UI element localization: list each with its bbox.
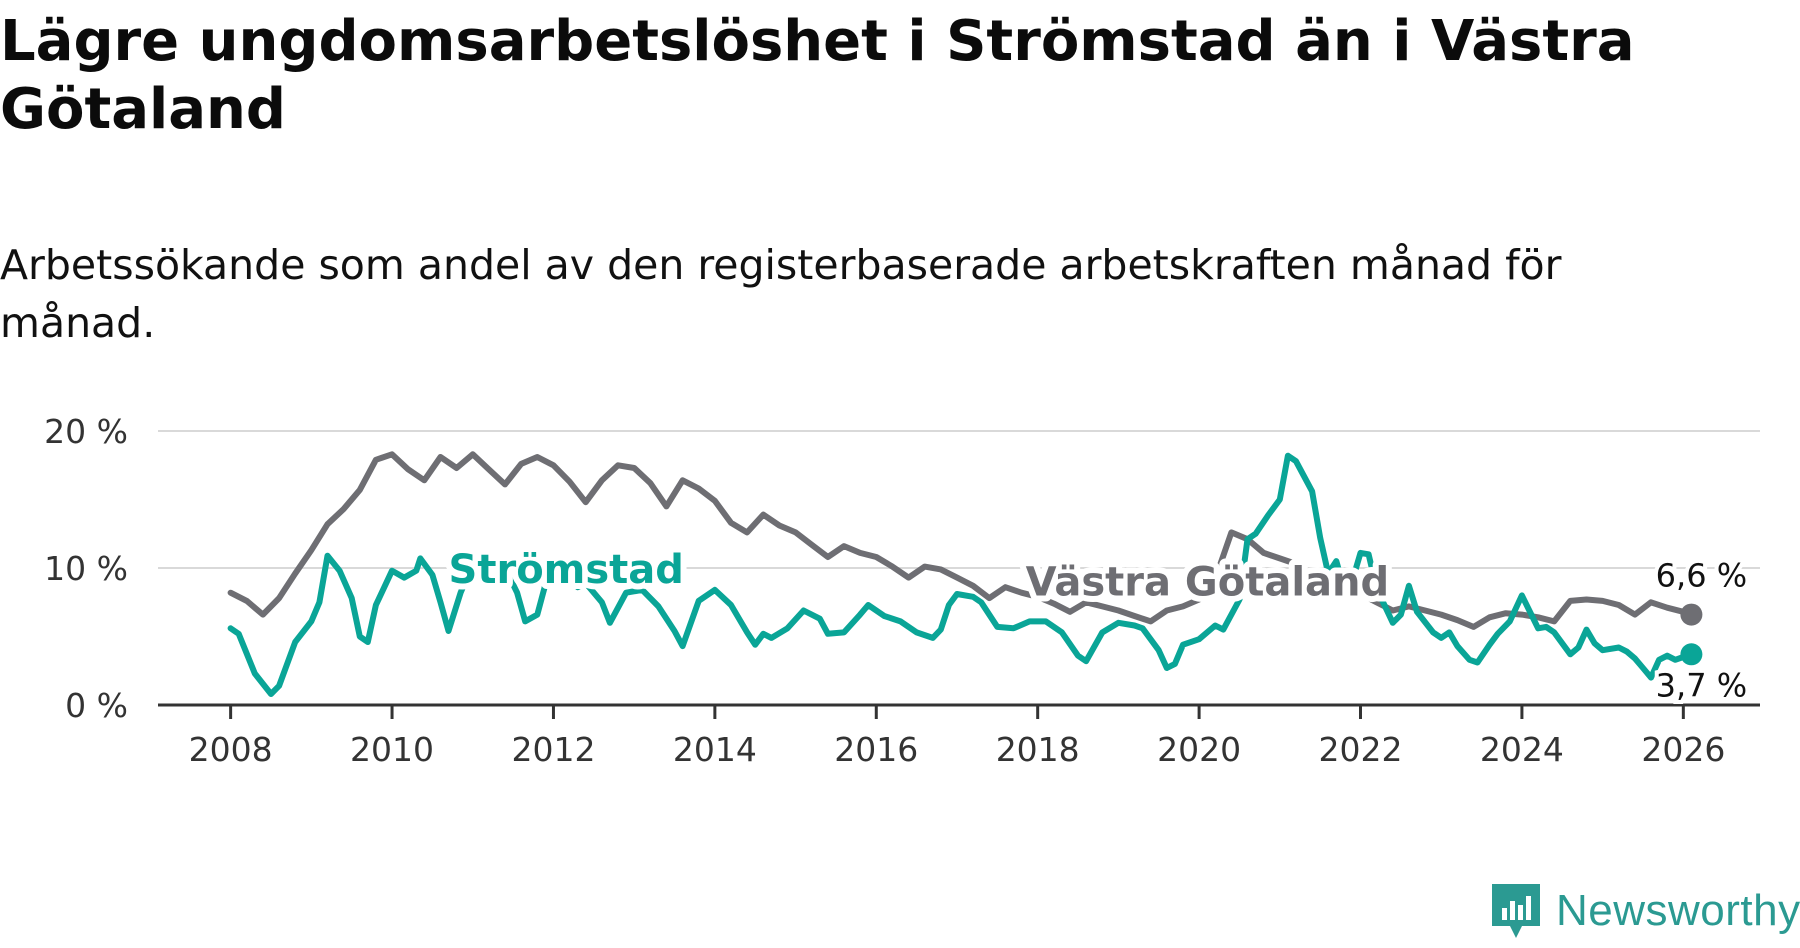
x-tick-label: 2016 xyxy=(834,730,918,769)
x-tick-label: 2022 xyxy=(1319,730,1403,769)
x-tick-label: 2020 xyxy=(1157,730,1241,769)
x-tick-label: 2018 xyxy=(996,730,1080,769)
newsworthy-icon xyxy=(1492,884,1540,938)
y-axis: 0 % 10 % 20 % xyxy=(44,412,128,725)
gridlines xyxy=(158,430,1760,569)
x-tick-label: 2008 xyxy=(189,730,273,769)
x-tick-label: 2014 xyxy=(673,730,757,769)
brand-logo[interactable]: Newsworthy xyxy=(1492,884,1800,938)
series-label-vastra-gotaland: Västra Götaland xyxy=(1026,559,1390,605)
series-line-vastra-gotaland xyxy=(227,451,1695,630)
chart-title: Lägre ungdomsarbetslöshet i Strömstad än… xyxy=(0,9,1635,142)
series-labels: Strömstad Västra Götaland xyxy=(443,541,1396,611)
end-marker xyxy=(1680,643,1703,666)
series-line-stromstad xyxy=(227,452,1695,697)
series-label-stromstad: Strömstad xyxy=(449,547,684,593)
x-axis: 2008 2010 2012 2014 2016 2018 2020 2022 2024 2026 xyxy=(158,703,1760,769)
end-value-label: 3,7 % xyxy=(1656,666,1747,704)
y-tick-label: 0 % xyxy=(65,686,128,725)
x-tick-label: 2026 xyxy=(1641,730,1725,769)
y-tick-label: 10 % xyxy=(44,549,128,588)
x-tick-label: 2010 xyxy=(350,730,434,769)
y-tick-label: 20 % xyxy=(44,412,128,451)
end-marker xyxy=(1680,603,1703,626)
x-tick-label: 2012 xyxy=(511,730,595,769)
series-lines xyxy=(227,451,1695,697)
end-value-label: 6,6 % xyxy=(1656,557,1747,595)
chart-subtitle: Arbetssökande som andel av den registerb… xyxy=(0,241,1562,347)
brand-name: Newsworthy xyxy=(1556,886,1800,935)
x-tick-label: 2024 xyxy=(1480,730,1564,769)
end-markers: 6,6 % 3,7 % xyxy=(1652,553,1751,709)
